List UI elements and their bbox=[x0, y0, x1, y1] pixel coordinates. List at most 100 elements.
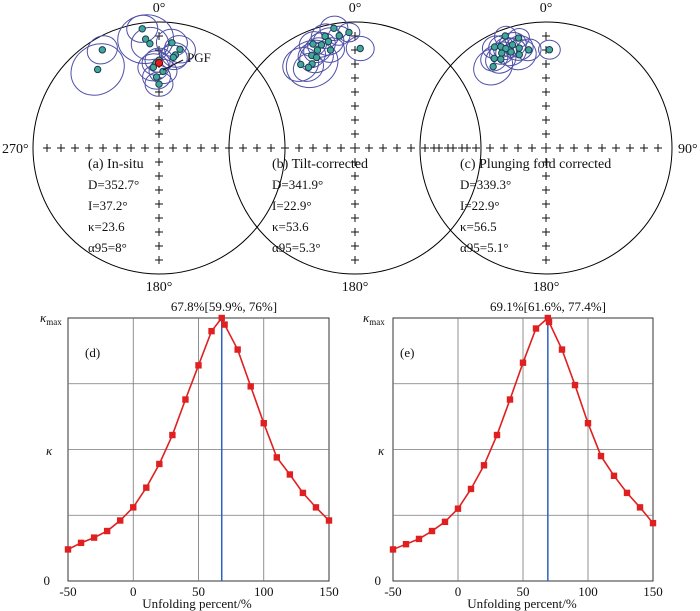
kappa-point bbox=[325, 517, 333, 524]
y-axis-label: κ bbox=[378, 443, 385, 458]
kappa-point bbox=[544, 314, 552, 322]
north-label: 0° bbox=[349, 1, 362, 16]
site-mean-point bbox=[345, 28, 353, 37]
site-mean-point bbox=[330, 24, 338, 33]
x-axis-label: Unfolding percent/% bbox=[467, 596, 577, 611]
stereonet-tilt-corrected: 0° 180° (b) Tilt-corrected D=341.9° I=22… bbox=[228, 1, 482, 295]
site-mean-point bbox=[490, 54, 498, 63]
kappa-point bbox=[584, 420, 592, 427]
kappa-point bbox=[143, 484, 150, 491]
kappa-series bbox=[389, 314, 657, 581]
net-axis-ticks bbox=[430, 32, 662, 264]
stat-declination: D=341.9° bbox=[272, 177, 323, 192]
kappa-point bbox=[182, 396, 189, 403]
north-label: 0° bbox=[153, 1, 166, 16]
stereonet-in-situ: 0° 180° 270° (a) In-situ D=352.7° I=37.2… bbox=[2, 1, 286, 295]
site-mean-point bbox=[489, 62, 497, 71]
x-axis-label: Unfolding percent/% bbox=[142, 596, 252, 611]
stat-alpha95: α95=5.3° bbox=[272, 240, 321, 255]
a95-confidence-ellipse bbox=[144, 71, 174, 97]
kappa-point bbox=[506, 396, 514, 403]
x-tick-label: 150 bbox=[643, 584, 663, 599]
a95-confidence-ellipse bbox=[538, 39, 561, 60]
site-mean-point bbox=[497, 55, 505, 63]
chart-panel-label: (d) bbox=[85, 345, 100, 360]
stat-kappa: κ=23.6 bbox=[88, 219, 125, 234]
kappa-point bbox=[130, 504, 137, 511]
a95-confidence-ellipse bbox=[292, 52, 324, 82]
site-mean-point bbox=[524, 46, 533, 54]
site-mean-point bbox=[141, 35, 150, 43]
fold-test-chart-d: 67.8%[59.9%, 76%] (d) κmax κ 0 Unfolding… bbox=[40, 299, 339, 611]
a95-confidence-ellipse bbox=[160, 42, 190, 68]
a95-confidence-ellipse bbox=[515, 38, 542, 62]
kappa-point bbox=[77, 539, 85, 547]
stat-declination: D=352.7° bbox=[88, 177, 139, 192]
x-tick-label: -50 bbox=[384, 584, 401, 599]
x-tick-label: -50 bbox=[59, 584, 76, 599]
site-mean-point bbox=[155, 80, 163, 88]
site-mean-point bbox=[545, 46, 554, 54]
south-label: 180° bbox=[146, 280, 173, 295]
kappa-point bbox=[428, 527, 436, 535]
chart-title: 67.8%[59.9%, 76%] bbox=[171, 299, 277, 314]
x-tick-label: 150 bbox=[319, 584, 339, 599]
east-label: 90° bbox=[678, 142, 698, 157]
x-tick-label: 100 bbox=[254, 584, 274, 599]
kappa-point bbox=[532, 325, 540, 332]
kappa-point bbox=[273, 454, 280, 461]
net-axis-ticks bbox=[239, 32, 471, 264]
net-primitive-circle bbox=[419, 21, 673, 275]
chart-title: 69.1%[61.6%, 77.4%] bbox=[490, 299, 606, 314]
site-mean-point bbox=[317, 41, 326, 49]
x-tick-label: 50 bbox=[517, 584, 530, 599]
site-mean-point bbox=[507, 48, 515, 56]
x-tick-label: 0 bbox=[455, 584, 462, 599]
site-mean-point bbox=[297, 60, 305, 69]
kappa-point bbox=[221, 321, 228, 328]
kappa-point bbox=[299, 489, 307, 497]
a95-confidence-ellipse bbox=[70, 43, 125, 96]
kappa-curve bbox=[392, 316, 654, 551]
kappa-point bbox=[218, 314, 225, 322]
kappa-point bbox=[571, 381, 579, 389]
site-mean-point bbox=[321, 32, 329, 40]
a95-confidence-ellipse bbox=[345, 35, 375, 62]
west-label: 270° bbox=[2, 142, 29, 157]
site-mean-point bbox=[169, 53, 178, 62]
kappa-point bbox=[389, 546, 397, 553]
a95-confidence-ellipse bbox=[473, 47, 514, 86]
site-mean-point bbox=[152, 73, 161, 81]
site-mean-point bbox=[335, 32, 343, 40]
y-axis-label: κ bbox=[46, 443, 53, 458]
y-zero-label: 0 bbox=[375, 573, 382, 588]
site-mean-point bbox=[149, 63, 158, 72]
kappa-point bbox=[441, 518, 449, 526]
kappa-point bbox=[480, 462, 488, 469]
site-mean-point bbox=[312, 53, 321, 62]
site-means bbox=[282, 15, 375, 89]
site-mean-point bbox=[326, 46, 335, 54]
stat-inclination: I=37.2° bbox=[88, 198, 128, 213]
y-zero-label: 0 bbox=[44, 573, 51, 588]
site-mean-point bbox=[176, 45, 184, 53]
x-tick-labels: -50 0 50 100 150 bbox=[59, 584, 338, 599]
site-mean-point bbox=[502, 44, 510, 53]
kappa-point bbox=[545, 318, 553, 326]
south-label: 180° bbox=[342, 280, 369, 295]
kappa-point bbox=[64, 546, 72, 553]
kappa-point bbox=[636, 504, 644, 511]
site-mean-point bbox=[168, 39, 176, 47]
kappa-point bbox=[558, 346, 566, 353]
a95-confidence-ellipse bbox=[285, 39, 339, 89]
kappa-point bbox=[415, 535, 423, 543]
site-mean-point bbox=[93, 65, 102, 74]
stat-alpha95: α95=5.1° bbox=[460, 240, 509, 255]
site-mean-point bbox=[138, 25, 146, 33]
kappa-point bbox=[519, 359, 527, 366]
stat-kappa: κ=56.5 bbox=[460, 219, 497, 234]
stat-inclination: I=22.9° bbox=[460, 198, 500, 213]
panel-label: (b) Tilt-corrected bbox=[272, 157, 368, 172]
site-mean-point bbox=[498, 49, 506, 57]
